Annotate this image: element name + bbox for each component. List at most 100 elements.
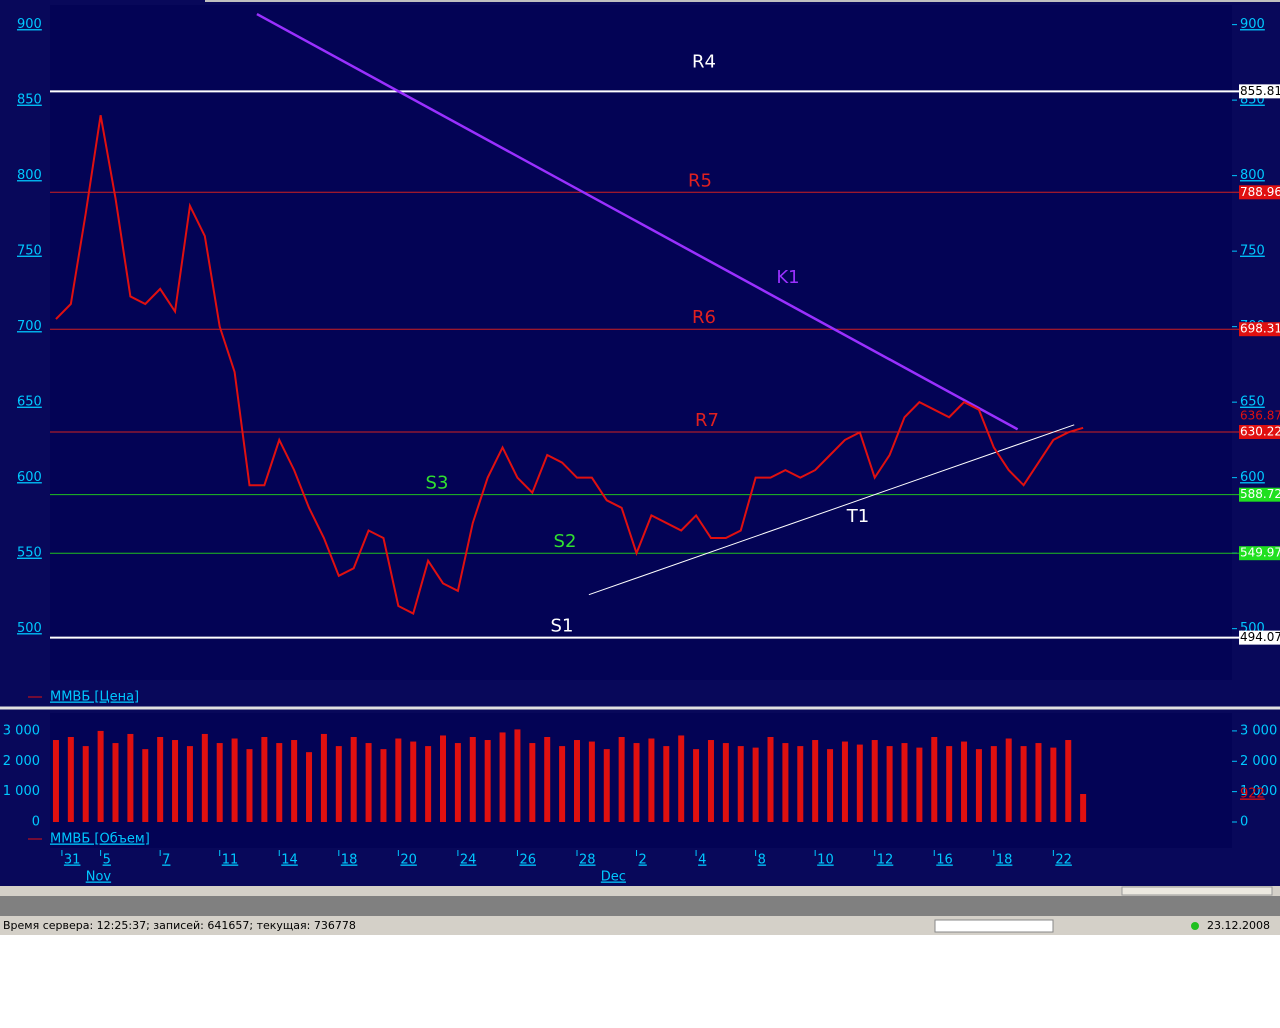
- month-label: Dec: [601, 870, 626, 885]
- volume-bar: [693, 749, 700, 822]
- volume-bar: [261, 736, 268, 822]
- scroll-thumb[interactable]: [1121, 886, 1273, 896]
- connection-indicator: [1191, 922, 1199, 930]
- volume-bar: [425, 746, 432, 822]
- level-value-box: [1239, 84, 1280, 99]
- y-tick-label: 550: [17, 546, 42, 561]
- volume-bar: [737, 746, 744, 822]
- volume-bar: [499, 732, 506, 822]
- y2-tick-label: 750: [1240, 244, 1265, 259]
- volume-bar: [440, 735, 447, 822]
- volume-bar: [1065, 740, 1072, 822]
- x-tick-label: 14: [281, 853, 298, 868]
- y-tick-label: 500: [17, 621, 42, 636]
- volume-bar: [469, 736, 476, 822]
- level-value-box: [1239, 487, 1280, 502]
- level-value-box: [1239, 546, 1280, 561]
- volume-bar: [990, 746, 997, 822]
- volume-bar: [916, 747, 923, 822]
- y2-tick-label: 2 000: [1240, 754, 1277, 769]
- y-tick-label: 850: [17, 93, 42, 108]
- x-tick-label: 26: [519, 853, 536, 868]
- volume-bar: [112, 743, 119, 822]
- volume-bar: [1035, 743, 1042, 822]
- level-value: 494.07: [1240, 630, 1280, 644]
- y-tick-label: 650: [17, 395, 42, 410]
- y-tick-label: 0: [32, 815, 40, 830]
- level-value: 855.81: [1240, 84, 1280, 98]
- y2-tick-label: 650: [1240, 395, 1265, 410]
- trend-name: K1: [776, 267, 799, 288]
- volume-bar: [722, 743, 729, 822]
- level-value-box: [1239, 322, 1280, 337]
- volume-bar: [395, 738, 402, 822]
- y2-tick-label: 0: [1240, 815, 1248, 830]
- volume-bar: [648, 738, 655, 822]
- x-tick-label: 7: [162, 853, 170, 868]
- y-tick-label: 600: [17, 470, 42, 485]
- volume-bar: [886, 746, 893, 822]
- level-name: S3: [426, 473, 449, 494]
- volume-bar: [603, 749, 610, 822]
- volume-bar: [975, 749, 982, 822]
- y2-tick-label: 900: [1240, 17, 1265, 32]
- volume-bar: [142, 749, 149, 822]
- y-tick-label: 900: [17, 17, 42, 32]
- legend-volume[interactable]: ММВБ [Объем]: [50, 832, 150, 847]
- volume-bar: [216, 743, 223, 822]
- volume-bar: [246, 749, 253, 822]
- trend-line: [588, 424, 1075, 596]
- volume-bar: [618, 736, 625, 822]
- volume-bar: [946, 746, 953, 822]
- volume-bar: [707, 740, 714, 822]
- y-tick-label: 3 000: [3, 723, 40, 738]
- price-line: [55, 115, 1084, 615]
- level-value: 630.22: [1240, 425, 1280, 439]
- x-tick-label: 2: [639, 853, 647, 868]
- volume-bar: [52, 740, 59, 822]
- x-tick-label: 18: [341, 853, 358, 868]
- level-value: 588.72: [1240, 487, 1280, 501]
- volume-bar: [678, 735, 685, 822]
- volume-bar: [573, 740, 580, 822]
- y-tick-label: 700: [17, 319, 42, 334]
- month-label: Nov: [86, 870, 112, 885]
- y-tick-label: 750: [17, 244, 42, 259]
- volume-bar: [559, 746, 566, 822]
- scrollbar[interactable]: [0, 886, 1280, 896]
- volume-bar: [67, 736, 74, 822]
- y2-tick-label: 3 000: [1240, 723, 1277, 738]
- x-tick-label: 5: [103, 853, 111, 868]
- volume-bar: [752, 747, 759, 822]
- trend-name: T1: [846, 506, 869, 527]
- volume-bar: [172, 740, 179, 822]
- status-text: Время сервера: 12:25:37; записей: 641657…: [3, 919, 356, 932]
- x-tick-label: 16: [936, 853, 953, 868]
- level-name: R7: [695, 410, 719, 431]
- x-tick-label: 10: [817, 853, 834, 868]
- x-tick-label: 11: [222, 853, 239, 868]
- volume-bar: [454, 743, 461, 822]
- y2-tick-label: 600: [1240, 470, 1265, 485]
- x-tick-label: 22: [1055, 853, 1072, 868]
- volume-bar: [1005, 738, 1012, 822]
- volume-bar: [97, 730, 104, 822]
- x-tick-label: 24: [460, 853, 477, 868]
- volume-bar: [931, 736, 938, 822]
- x-tick-label: 31: [64, 853, 81, 868]
- volume-bar: [1080, 794, 1087, 822]
- x-tick-label: 28: [579, 853, 596, 868]
- x-tick-label: 20: [400, 853, 417, 868]
- volume-bar: [856, 744, 863, 822]
- volume-bar: [663, 746, 670, 822]
- legend-price[interactable]: ММВБ [Цена]: [50, 690, 139, 705]
- volume-bar: [276, 743, 283, 822]
- volume-bar: [186, 746, 193, 822]
- volume-bar: [380, 749, 387, 822]
- volume-bar: [529, 743, 536, 822]
- level-name: R5: [688, 170, 712, 191]
- window-frame: [0, 896, 1280, 916]
- volume-bar: [365, 743, 372, 822]
- price-plot-area: [50, 5, 1232, 680]
